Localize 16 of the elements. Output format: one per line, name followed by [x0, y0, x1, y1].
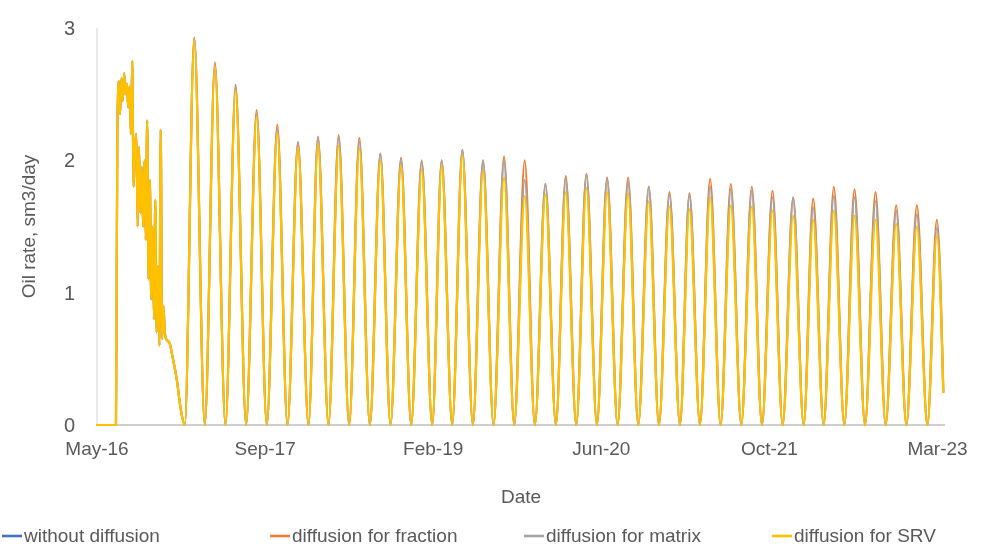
x-tick-label: Jun-20 [572, 438, 631, 459]
legend-label: diffusion for matrix [546, 525, 702, 546]
legend-label: diffusion for SRV [794, 525, 937, 546]
y-axis-title: Oil rate, sm3/day [18, 154, 39, 299]
x-axis-title: Date [500, 486, 542, 507]
y-tick-label: 1 [63, 281, 75, 304]
y-tick-label: 0 [63, 414, 75, 436]
x-tick-label: Mar-23 [907, 438, 968, 459]
x-tick-label: Sep-17 [234, 438, 296, 459]
y-tick-label: 3 [63, 17, 75, 39]
x-tick-label: Oct-21 [740, 438, 798, 459]
x-tick-label: Feb-19 [403, 438, 464, 459]
y-tick-label: 2 [63, 149, 75, 172]
legend-label: diffusion for fraction [292, 525, 458, 546]
x-tick-label: May-16 [65, 438, 129, 459]
legend-label: without diffusion [23, 525, 160, 546]
